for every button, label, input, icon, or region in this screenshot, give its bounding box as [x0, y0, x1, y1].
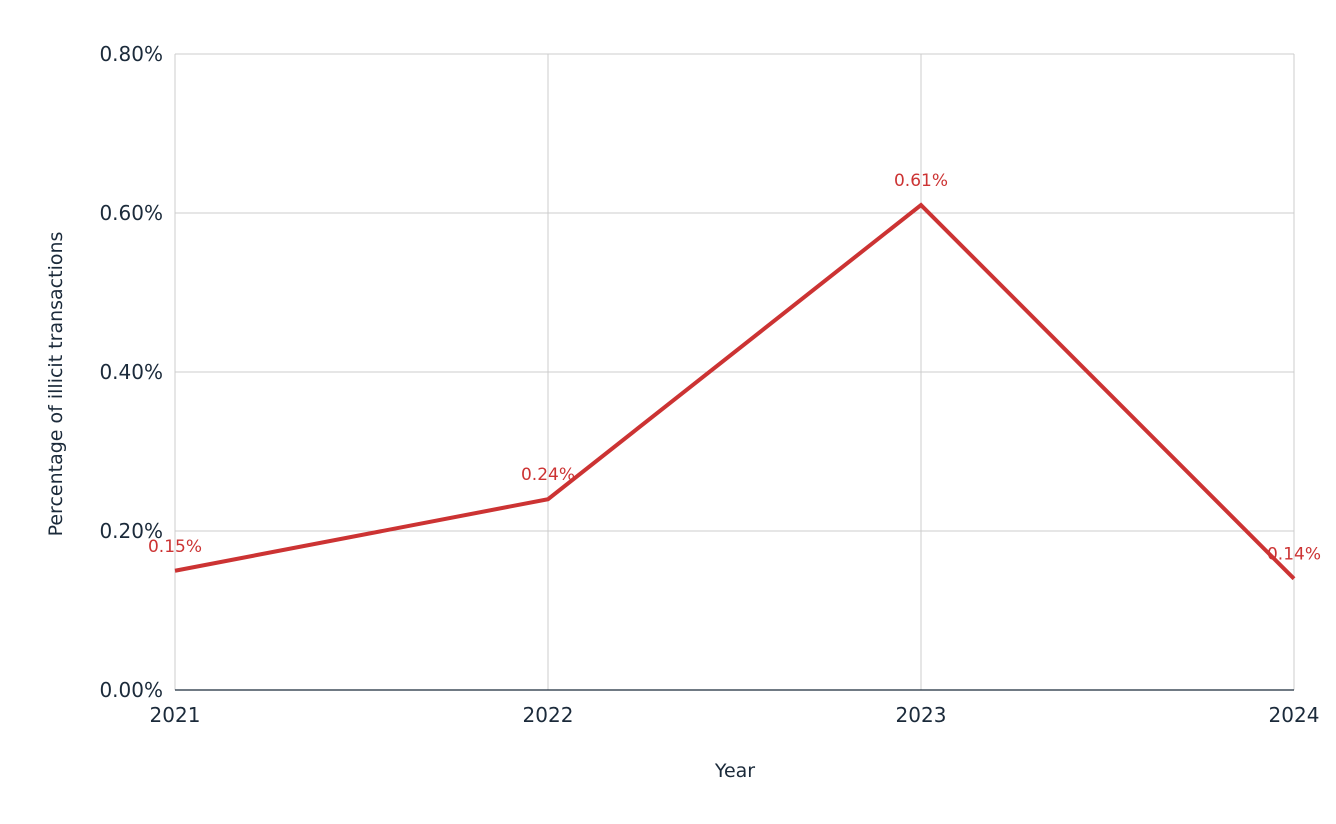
- x-tick-label: 2023: [896, 703, 947, 727]
- y-tick-label: 0.80%: [99, 42, 163, 66]
- series-line: [174, 202, 1296, 581]
- grid-lines: [174, 53, 1295, 690]
- y-tick-label: 0.00%: [99, 678, 163, 702]
- data-label: 0.15%: [148, 537, 202, 557]
- data-label: 0.61%: [894, 171, 948, 191]
- x-tick-label: 2024: [1269, 703, 1320, 727]
- data-label: 0.24%: [521, 465, 575, 485]
- x-axis-tick-labels: 2021 2022 2023 2024: [150, 703, 1320, 727]
- y-tick-label: 0.40%: [99, 360, 163, 384]
- x-tick-label: 2021: [150, 703, 201, 727]
- series-lines: [174, 202, 1296, 581]
- data-label: 0.14%: [1267, 545, 1321, 565]
- data-labels: 0.15% 0.24% 0.61% 0.14%: [148, 171, 1321, 565]
- y-tick-label: 0.60%: [99, 201, 163, 225]
- y-axis-tick-labels: 0.00% 0.20% 0.40% 0.60% 0.80%: [99, 42, 163, 702]
- y-tick-label: 0.20%: [99, 519, 163, 543]
- x-axis-title: Year: [714, 760, 755, 782]
- x-tick-label: 2022: [523, 703, 574, 727]
- y-axis-title: Percentage of illicit transactions: [45, 232, 67, 537]
